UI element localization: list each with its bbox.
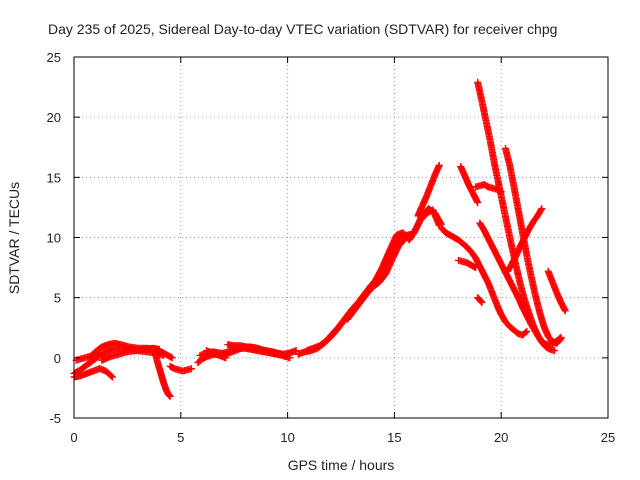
x-tick-label: 20	[494, 430, 508, 445]
chart-title: Day 235 of 2025, Sidereal Day-to-day VTE…	[48, 21, 557, 37]
y-tick-label: 5	[54, 291, 61, 306]
y-tick-label: 15	[47, 170, 61, 185]
data-point	[292, 347, 300, 355]
y-tick-label: 10	[47, 231, 61, 246]
data-point	[107, 372, 115, 380]
data-point	[437, 219, 445, 227]
data-point	[537, 206, 545, 214]
data-point	[477, 298, 485, 306]
series-late-1	[457, 163, 482, 207]
data-point	[108, 373, 116, 381]
data-point	[167, 353, 175, 361]
axis-ticks: 0 5 10 15 20 25 -5 0 5 10 15 20 25	[47, 50, 616, 445]
x-tick-label: 25	[601, 430, 615, 445]
data-point	[401, 235, 409, 243]
data-point	[166, 392, 174, 400]
y-tick-label: 25	[47, 50, 61, 65]
data-point	[477, 297, 485, 305]
data-point	[474, 199, 482, 207]
series-mid-3	[224, 341, 289, 361]
data-point	[538, 205, 546, 213]
data-point	[222, 354, 230, 362]
data-point	[556, 336, 564, 344]
series-late-7	[544, 267, 569, 315]
data-point	[155, 345, 163, 353]
series-late-9	[474, 294, 486, 306]
series-early-4	[98, 344, 163, 364]
data-point	[561, 307, 569, 315]
y-tick-label: -5	[49, 411, 61, 426]
series-peak-1	[414, 161, 443, 220]
y-axis-label: SDTVAR / TECUs	[6, 182, 22, 294]
series-late-2	[474, 78, 559, 355]
x-axis-label: GPS time / hours	[288, 457, 395, 473]
series-dip-1	[151, 349, 174, 400]
series-rise-3	[343, 235, 409, 323]
y-tick-label: 20	[47, 110, 61, 125]
series-mid-4	[202, 347, 230, 362]
data-point	[478, 298, 486, 306]
data-point	[522, 328, 530, 336]
x-tick-label: 10	[280, 430, 294, 445]
data-point	[557, 335, 565, 343]
series-peak-2	[437, 224, 531, 339]
data-point	[187, 365, 195, 373]
data-point	[85, 353, 93, 361]
x-tick-label: 0	[70, 430, 77, 445]
data-points	[70, 78, 569, 400]
series-late-8	[454, 256, 480, 272]
x-tick-label: 5	[177, 430, 184, 445]
data-point	[435, 161, 443, 169]
series-dip-2	[166, 362, 195, 375]
data-point	[551, 347, 559, 355]
data-point	[281, 353, 289, 361]
series-early-3	[85, 339, 176, 362]
data-point	[400, 236, 408, 244]
series-late-6	[504, 205, 546, 275]
data-point	[168, 354, 176, 362]
x-tick-label: 15	[387, 430, 401, 445]
data-point	[165, 391, 173, 399]
y-tick-label: 0	[54, 351, 61, 366]
series-late-3	[472, 181, 505, 196]
data-point	[165, 392, 173, 400]
data-point	[523, 327, 531, 335]
data-point	[497, 188, 505, 196]
data-point	[472, 264, 480, 272]
